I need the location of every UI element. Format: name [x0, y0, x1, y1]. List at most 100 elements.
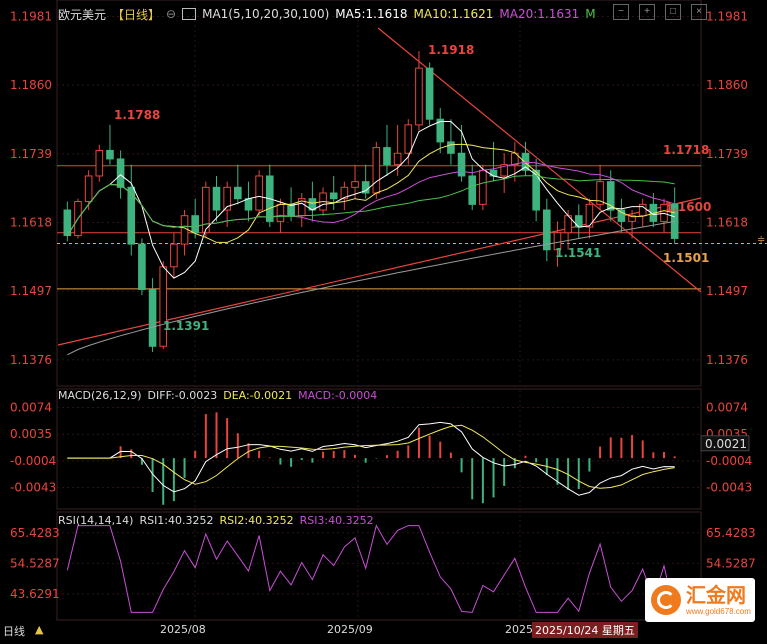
macd-diff-line [67, 421, 675, 496]
ma10-label: MA10:1.1621 [413, 7, 494, 21]
candle-body [329, 192, 338, 200]
candle-body [532, 169, 540, 211]
date-current: 2025/10/24 星期五 [532, 622, 638, 638]
price-axis-left-label: 1.1981 [10, 9, 52, 23]
price-header: 欧元美元 【日线】 ⊖ MA1(5,10,20,30,100) MA5:1.16… [58, 6, 596, 22]
annotation-low: 1.1391 [163, 319, 209, 333]
macd-axis-right-label: 0.0074 [706, 401, 748, 415]
candle-body [148, 289, 157, 347]
rsi-header: RSI(14,14,14) RSI1:40.3252 RSI2:40.3252 … [58, 514, 374, 527]
macd-axis-left-label: 0.0035 [10, 427, 52, 441]
rsi2-value: RSI2:40.3252 [219, 514, 294, 527]
candle-body [372, 147, 381, 194]
rsi-title: RSI(14,14,14) [58, 514, 134, 527]
candle-body [340, 186, 349, 200]
annotation-peak-left: 1.1788 [114, 108, 160, 122]
price-axis-right-label: 1.1497 [706, 284, 748, 298]
candle-body [574, 215, 583, 228]
candle-body [617, 209, 626, 222]
indicator-icon[interactable] [182, 8, 197, 20]
candle-body [116, 158, 125, 188]
price-axis-left-label: 1.1376 [10, 353, 52, 367]
macd-panel-frame [56, 388, 702, 510]
logo-url: www.gold678.com [686, 606, 751, 616]
candle-body [393, 152, 402, 166]
macd-header: MACD(26,12,9) DIFF:-0.0023 DEA:-0.0021 M… [58, 389, 377, 402]
symbol-label[interactable]: 欧元美元 [58, 7, 107, 22]
macd-current-box [700, 435, 750, 452]
macd-axis-left-label: -0.0004 [10, 454, 56, 468]
rsi3-value: RSI3:40.3252 [299, 514, 374, 527]
candle-body [127, 186, 136, 245]
rsi-panel-frame [56, 511, 702, 621]
candle-body [234, 186, 242, 200]
candle-body [606, 181, 615, 211]
candle-body [415, 67, 423, 126]
candle-body [457, 152, 466, 177]
rsi-axis-right-label: 54.5287 [706, 556, 756, 570]
candle-body [287, 203, 295, 217]
minimize-icon[interactable]: − [613, 4, 629, 20]
candle-body [180, 215, 189, 245]
macd-value: MACD:-0.0004 [298, 389, 378, 402]
candle-body [223, 186, 231, 211]
candle-body [425, 67, 434, 120]
price-marker-icon: ≑ [757, 235, 765, 246]
candle-body [543, 209, 551, 251]
period-label[interactable]: 【日线】 [112, 7, 161, 22]
rsi-axis-right-label: 65.4283 [706, 526, 756, 540]
price-axis-right-label: 1.1860 [706, 78, 748, 92]
candle-body [660, 203, 668, 222]
zoom-icon[interactable]: + [639, 4, 655, 20]
price-panel-frame [56, 0, 702, 387]
rsi-axis-left-label: 65.4283 [10, 526, 60, 540]
ma30-line [66, 175, 675, 236]
candle-body [276, 203, 285, 222]
window-toolbar: − + □ × [613, 4, 707, 20]
candle-body [244, 198, 253, 211]
price-axis-left-label: 1.1618 [10, 216, 52, 230]
ma-label: MA1(5,10,20,30,100) [202, 7, 330, 21]
ma5-line [66, 121, 675, 279]
rsi-axis-left-label: 43.6291 [10, 587, 60, 601]
price-axis-right-label: 1.1618 [706, 216, 748, 230]
candle-body [170, 243, 178, 268]
candle-body [468, 175, 477, 205]
candle-body [628, 215, 636, 222]
settings-icon[interactable]: ⊖ [166, 7, 177, 21]
footer-arrow-icon[interactable]: ▲ [35, 623, 44, 636]
candle-body [436, 118, 445, 143]
date-oct: 2025 [505, 623, 533, 636]
candle-body [106, 149, 114, 160]
macd-dea: DEA:-0.0021 [223, 389, 293, 402]
m-flag: M [585, 7, 596, 21]
footer-period[interactable]: 日线 [3, 625, 25, 638]
price-axis-left-label: 1.1739 [10, 147, 52, 161]
annotation-level-low: 1.1501 [663, 251, 709, 265]
logo-mark-icon [651, 585, 681, 615]
price-axis-right-label: 1.1739 [706, 147, 748, 161]
maximize-icon[interactable]: □ [665, 4, 681, 20]
candle-body [383, 147, 391, 166]
candle-body [84, 175, 93, 203]
candle-body [404, 124, 413, 154]
ma10-line [66, 143, 675, 243]
candle-body [212, 186, 221, 211]
price-axis-left-label: 1.1860 [10, 78, 52, 92]
candle-body [159, 266, 168, 347]
logo-name: 汇金网 [686, 584, 746, 607]
footer-bar: 日线 ▲ 2025/08 2025/09 2025 2025/10/24 星期五 [0, 622, 767, 639]
close-icon[interactable]: × [691, 4, 707, 20]
ma100-line [67, 220, 675, 356]
macd-title: MACD(26,12,9) [58, 389, 142, 402]
candle-body [202, 186, 210, 234]
annotation-level-upper: 1.1718 [663, 143, 709, 157]
candle-body [447, 141, 455, 154]
macd-dea-line [67, 424, 675, 489]
rsi-axis-left-label: 54.5287 [10, 556, 60, 570]
rsi1-value: RSI1:40.3252 [139, 514, 214, 527]
annotation-swing-low: 1.1541 [555, 246, 601, 260]
macd-axis-left-label: 0.0074 [10, 401, 52, 415]
date-aug: 2025/08 [160, 623, 206, 636]
